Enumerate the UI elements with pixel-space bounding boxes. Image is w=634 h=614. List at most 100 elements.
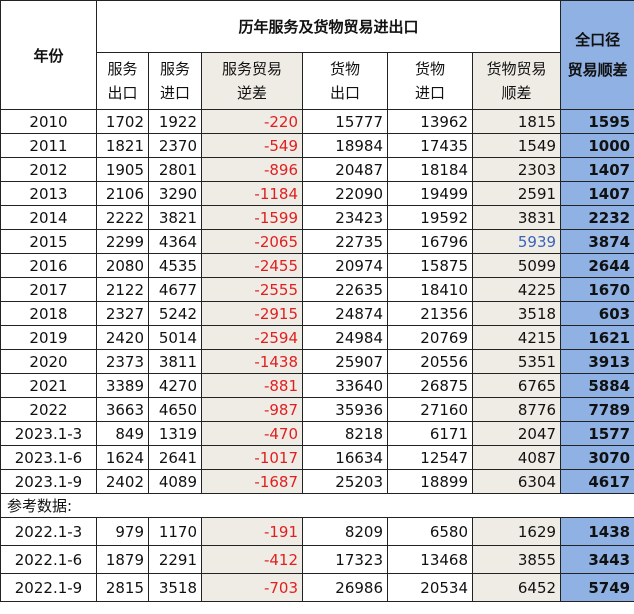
header-group-title: 历年服务及货物贸易进出口: [95, 0, 562, 53]
service-deficit-cell: -2455: [201, 253, 303, 278]
goods-import-cell: 18899: [387, 469, 473, 494]
goods-surplus-cell: 3831: [471, 205, 562, 230]
goods-export-cell: 24984: [302, 325, 388, 350]
header-line: 服务贸易: [221, 60, 282, 78]
total-surplus-cell: 3874: [560, 229, 634, 254]
goods-export-cell: 22635: [302, 277, 388, 302]
header-total-line1: 全口径: [575, 31, 621, 49]
goods-surplus-cell: 8776: [471, 397, 562, 422]
header-goods-import: 货物 进口: [387, 52, 473, 110]
table-row: 2023.1-3 849 1319 -470 8218 6171 2047 1577: [0, 421, 634, 446]
goods-surplus-cell: 1549: [471, 133, 562, 158]
service-deficit-cell: -2915: [201, 301, 303, 326]
service-export-cell: 2327: [96, 301, 149, 326]
year-cell: 2022: [0, 397, 97, 422]
service-export-cell: 1821: [96, 133, 149, 158]
header-goods-surplus: 货物贸易 顺差: [471, 52, 562, 110]
goods-import-cell: 13962: [387, 109, 473, 134]
year-cell: 2022.1-6: [0, 545, 97, 574]
goods-surplus-cell: 6765: [471, 373, 562, 398]
service-deficit-cell: -470: [201, 421, 303, 446]
table-row: 2014 2222 3821 -1599 23423 19592 3831 2232: [0, 205, 634, 230]
table-row: 2010 1702 1922 -220 15777 13962 1815 1595: [0, 109, 634, 134]
year-cell: 2022.1-9: [0, 573, 97, 602]
year-cell: 2023.1-6: [0, 445, 97, 470]
service-deficit-cell: -549: [201, 133, 303, 158]
service-import-cell: 4650: [148, 397, 202, 422]
goods-import-cell: 20769: [387, 325, 473, 350]
header-line: 服务: [107, 60, 138, 78]
service-export-cell: 1624: [96, 445, 149, 470]
header-service-import: 服务 进口: [148, 52, 202, 110]
service-deficit-cell: -1184: [201, 181, 303, 206]
service-deficit-cell: -1687: [201, 469, 303, 494]
goods-export-cell: 8218: [302, 421, 388, 446]
goods-export-cell: 8209: [302, 517, 388, 546]
service-deficit-cell: -1017: [201, 445, 303, 470]
service-export-cell: 1879: [96, 545, 149, 574]
goods-surplus-cell: 5939: [471, 229, 562, 254]
service-deficit-cell: -987: [201, 397, 303, 422]
service-import-cell: 3290: [148, 181, 202, 206]
goods-export-cell: 25203: [302, 469, 388, 494]
service-deficit-cell: -2555: [201, 277, 303, 302]
service-import-cell: 3518: [148, 573, 202, 602]
service-import-cell: 2641: [148, 445, 202, 470]
goods-surplus-cell: 1629: [471, 517, 562, 546]
table-row: 2017 2122 4677 -2555 22635 18410 4225 1670: [0, 277, 634, 302]
goods-export-cell: 18984: [302, 133, 388, 158]
goods-surplus-cell: 3855: [471, 545, 562, 574]
service-import-cell: 4535: [148, 253, 202, 278]
table-row: 2021 3389 4270 -881 33640 26875 6765 5884: [0, 373, 634, 398]
service-import-cell: 4270: [148, 373, 202, 398]
service-import-cell: 3811: [148, 349, 202, 374]
service-deficit-cell: -881: [201, 373, 303, 398]
total-surplus-cell: 5749: [560, 573, 634, 602]
year-cell: 2019: [0, 325, 97, 350]
service-export-cell: 2373: [96, 349, 149, 374]
service-import-cell: 2291: [148, 545, 202, 574]
service-deficit-cell: -1438: [201, 349, 303, 374]
service-export-cell: 2299: [96, 229, 149, 254]
service-export-cell: 2815: [96, 573, 149, 602]
year-cell: 2012: [0, 157, 97, 182]
table-row: 2012 1905 2801 -896 20487 18184 2303 1407: [0, 157, 634, 182]
goods-export-cell: 35936: [302, 397, 388, 422]
total-surplus-cell: 1621: [560, 325, 634, 350]
year-cell: 2021: [0, 373, 97, 398]
goods-export-cell: 22735: [302, 229, 388, 254]
goods-import-cell: 6171: [387, 421, 473, 446]
total-surplus-cell: 1000: [560, 133, 634, 158]
goods-surplus-cell: 3518: [471, 301, 562, 326]
service-export-cell: 2122: [96, 277, 149, 302]
total-surplus-cell: 1438: [560, 517, 634, 546]
goods-import-cell: 18410: [387, 277, 473, 302]
service-import-cell: 4089: [148, 469, 202, 494]
goods-import-cell: 17435: [387, 133, 473, 158]
year-cell: 2016: [0, 253, 97, 278]
goods-surplus-cell: 5099: [471, 253, 562, 278]
year-cell: 2020: [0, 349, 97, 374]
service-import-cell: 3821: [148, 205, 202, 230]
goods-import-cell: 20534: [387, 573, 473, 602]
goods-surplus-cell: 6304: [471, 469, 562, 494]
goods-export-cell: 25907: [302, 349, 388, 374]
total-surplus-cell: 2232: [560, 205, 634, 230]
goods-import-cell: 19592: [387, 205, 473, 230]
header-goods-export: 货物 出口: [302, 52, 388, 110]
service-export-cell: 1702: [96, 109, 149, 134]
total-surplus-cell: 2644: [560, 253, 634, 278]
total-surplus-cell: 3070: [560, 445, 634, 470]
total-surplus-cell: 4617: [560, 469, 634, 494]
service-deficit-cell: -703: [201, 573, 303, 602]
year-cell: 2023.1-3: [0, 421, 97, 446]
service-export-cell: 2080: [96, 253, 149, 278]
goods-import-cell: 21356: [387, 301, 473, 326]
table-row: 2018 2327 5242 -2915 24874 21356 3518 603: [0, 301, 634, 326]
goods-import-cell: 15875: [387, 253, 473, 278]
goods-import-cell: 6580: [387, 517, 473, 546]
service-export-cell: 2420: [96, 325, 149, 350]
header-line: 货物贸易: [486, 60, 547, 78]
header-service-export: 服务 出口: [96, 52, 149, 110]
service-import-cell: 5014: [148, 325, 202, 350]
